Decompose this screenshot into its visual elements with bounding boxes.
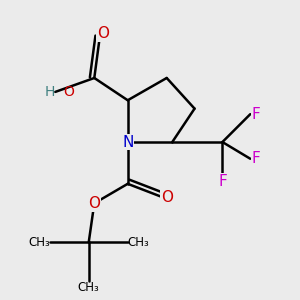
Text: O: O bbox=[64, 85, 74, 99]
Text: CH₃: CH₃ bbox=[128, 236, 149, 249]
Text: CH₃: CH₃ bbox=[78, 281, 100, 294]
Text: H: H bbox=[45, 85, 55, 99]
Text: F: F bbox=[251, 107, 260, 122]
Text: O: O bbox=[88, 196, 100, 211]
Text: O: O bbox=[97, 26, 109, 41]
Text: O: O bbox=[161, 190, 173, 205]
Text: F: F bbox=[251, 151, 260, 166]
Text: N: N bbox=[122, 134, 134, 149]
Text: CH₃: CH₃ bbox=[28, 236, 50, 249]
Text: F: F bbox=[218, 173, 227, 188]
